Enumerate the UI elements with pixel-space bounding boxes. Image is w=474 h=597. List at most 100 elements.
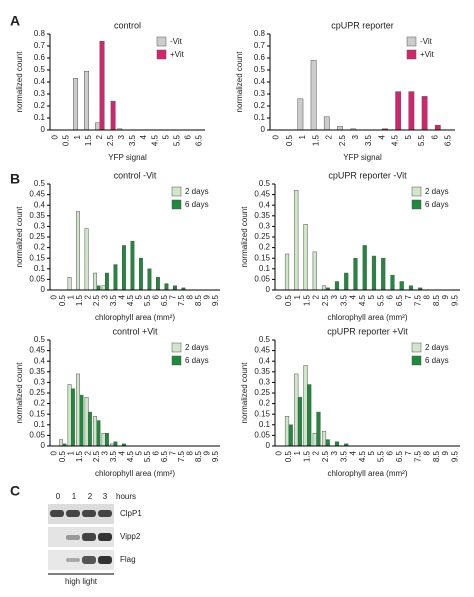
bar bbox=[99, 40, 105, 131]
x-tick-label: 5 bbox=[367, 450, 376, 455]
x-tick-label: 0 bbox=[49, 450, 58, 455]
bar bbox=[130, 240, 135, 291]
x-tick-label: 5 bbox=[134, 450, 143, 455]
legend-swatch bbox=[171, 199, 182, 210]
x-axis-label: YFP signal bbox=[343, 153, 382, 162]
x-tick-label: 1.5 bbox=[75, 294, 84, 306]
y-tick-label: 0.05 bbox=[254, 431, 270, 440]
bar bbox=[101, 433, 106, 447]
bar bbox=[73, 78, 78, 131]
bar bbox=[84, 396, 89, 447]
bar bbox=[96, 285, 101, 291]
bar bbox=[434, 124, 441, 131]
x-tick-label: 7 bbox=[168, 450, 177, 455]
y-axis-label: normalized count bbox=[15, 206, 24, 268]
x-tick-label: 3.5 bbox=[128, 134, 137, 146]
y-tick-label: 0 bbox=[41, 441, 46, 450]
x-tick-label: 4.5 bbox=[358, 450, 367, 462]
x-tick-label: 5 bbox=[161, 134, 170, 139]
lane-label: 1 bbox=[72, 492, 77, 501]
legend-label: 6 days bbox=[185, 200, 209, 209]
bar bbox=[310, 60, 317, 131]
bar bbox=[95, 122, 101, 131]
x-tick-label: 5.5 bbox=[143, 294, 152, 306]
y-tick-label: 0.5 bbox=[259, 335, 271, 344]
y-tick-label: 0.4 bbox=[34, 356, 46, 365]
x-tick-label: 9 bbox=[202, 294, 211, 299]
y-tick-label: 0.4 bbox=[34, 200, 46, 209]
y-tick-label: 0.15 bbox=[29, 409, 45, 418]
x-tick-label: 9.5 bbox=[211, 450, 220, 462]
legend-swatch bbox=[156, 49, 167, 60]
bar bbox=[113, 264, 118, 291]
x-tick-label: 2 bbox=[312, 294, 321, 299]
bar bbox=[390, 274, 395, 291]
x-tick-label: 5.5 bbox=[143, 450, 152, 462]
bar bbox=[284, 416, 290, 447]
bar bbox=[303, 224, 308, 291]
bar bbox=[297, 98, 304, 131]
legend-swatch bbox=[406, 36, 417, 47]
x-tick-label: 2.5 bbox=[92, 294, 101, 306]
x-tick-label: 3.5 bbox=[109, 450, 118, 462]
panel-letter: A bbox=[10, 13, 20, 29]
x-tick-label: 2 bbox=[95, 134, 104, 139]
bar bbox=[337, 126, 343, 131]
bar bbox=[67, 277, 72, 291]
x-axis-label: chlorophyll area (mm²) bbox=[95, 313, 175, 322]
y-tick-label: 0 bbox=[261, 125, 266, 134]
x-tick-label: 6 bbox=[386, 450, 395, 455]
y-axis-label: normalized count bbox=[235, 51, 244, 113]
row-label: ClpP1 bbox=[120, 509, 142, 518]
row-label: Vipp2 bbox=[120, 532, 141, 541]
x-tick-label: 3 bbox=[117, 134, 126, 139]
y-tick-label: 0.45 bbox=[254, 190, 270, 199]
y-axis-label: normalized count bbox=[240, 206, 249, 268]
x-tick-label: 5.5 bbox=[376, 450, 385, 462]
x-tick-label: 1.5 bbox=[75, 450, 84, 462]
bar bbox=[408, 285, 414, 291]
x-tick-label: 1.5 bbox=[84, 134, 93, 146]
x-tick-label: 4 bbox=[349, 450, 358, 455]
panel-letter: C bbox=[10, 483, 20, 499]
x-tick-label: 4.5 bbox=[126, 294, 135, 306]
lane-label: 2 bbox=[88, 492, 93, 501]
y-axis-label: normalized count bbox=[15, 51, 24, 113]
x-tick-label: 6.5 bbox=[160, 450, 169, 462]
bar bbox=[284, 253, 290, 291]
y-tick-label: 0.2 bbox=[259, 399, 271, 408]
x-tick-label: 1 bbox=[66, 294, 75, 299]
x-tick-label: 2.5 bbox=[106, 134, 115, 146]
bar bbox=[399, 281, 404, 291]
x-axis-label: YFP signal bbox=[108, 153, 147, 162]
lane-label: 0 bbox=[56, 492, 61, 501]
y-tick-label: 0.2 bbox=[34, 399, 46, 408]
x-tick-label: 6 bbox=[184, 134, 193, 139]
legend-label: -Vit bbox=[420, 37, 433, 46]
y-tick-label: 0.1 bbox=[34, 420, 46, 429]
x-tick-label: 6 bbox=[151, 450, 160, 455]
bar bbox=[113, 441, 118, 447]
x-axis-label: chlorophyll area (mm²) bbox=[327, 469, 407, 478]
x-tick-label: 8.5 bbox=[194, 450, 203, 462]
bar bbox=[173, 285, 177, 291]
bar bbox=[408, 91, 415, 131]
y-tick-label: 0.1 bbox=[34, 113, 46, 122]
y-tick-label: 0.3 bbox=[34, 89, 46, 98]
y-tick-label: 0.6 bbox=[34, 53, 46, 62]
y-tick-label: 0.2 bbox=[34, 101, 46, 110]
y-axis-label: normalized count bbox=[15, 362, 24, 424]
x-tick-label: 5.5 bbox=[376, 294, 385, 306]
x-tick-label: 9.5 bbox=[450, 450, 459, 462]
x-tick-label: 4 bbox=[139, 134, 148, 139]
panel-letter: B bbox=[10, 171, 20, 187]
x-tick-label: 1 bbox=[293, 294, 302, 299]
x-tick-label: 2.5 bbox=[92, 450, 101, 462]
x-tick-label: 1 bbox=[73, 134, 82, 139]
x-tick-label: 1.5 bbox=[302, 294, 311, 306]
x-tick-label: 2 bbox=[325, 134, 334, 139]
bar bbox=[122, 245, 126, 291]
legend-swatch bbox=[406, 49, 417, 60]
legend-swatch bbox=[411, 355, 422, 366]
x-tick-label: 8.5 bbox=[432, 294, 441, 306]
